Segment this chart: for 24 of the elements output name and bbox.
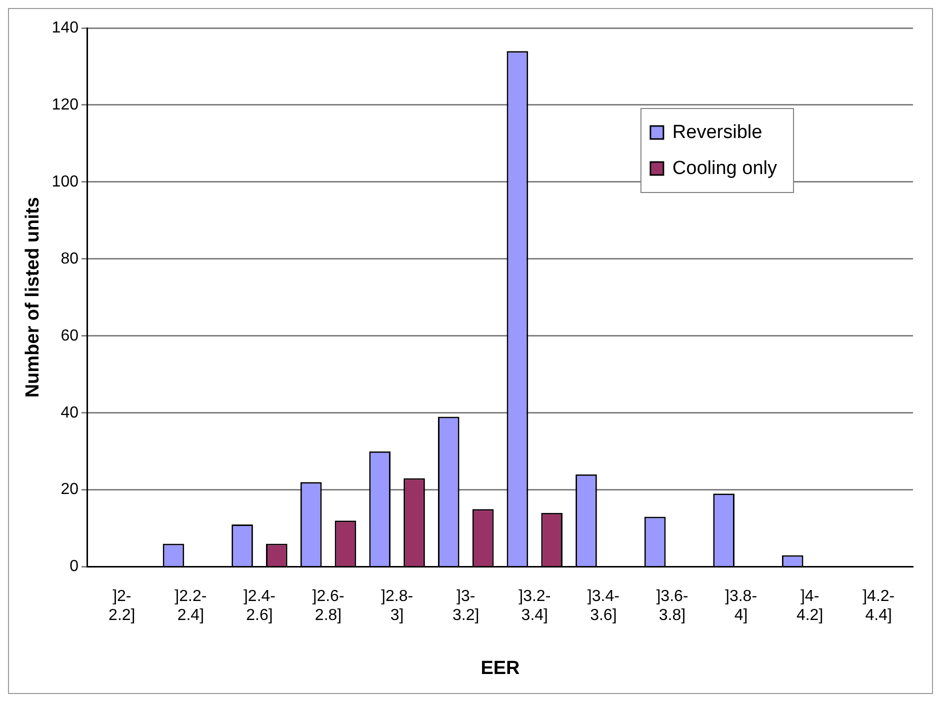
y-axis-title: Number of listed units (22, 197, 44, 398)
x-tick-label: ]2-2.2] (108, 588, 136, 624)
y-tick-label: 60 (60, 327, 79, 344)
x-tick-label: ]3.8-4] (725, 588, 758, 624)
x-tick-label: ]2.4-2.6] (243, 588, 276, 624)
x-tick-label: ]4.2-4.4] (862, 588, 895, 624)
x-tick-label: ]2.8-3] (381, 588, 414, 624)
legend-label: Cooling only (672, 158, 778, 180)
legend-label: Reversible (672, 122, 762, 144)
x-tick-label: ]3-3.2] (452, 588, 480, 624)
y-tick-label: 140 (52, 19, 79, 36)
x-tick-label: ]3.2-3.4] (518, 588, 551, 624)
y-tick-label: 80 (60, 250, 79, 268)
y-tick-label: 120 (52, 96, 79, 114)
y-tick-label: 0 (70, 558, 79, 576)
x-tick-label: ]2.2-2.4] (174, 588, 207, 624)
x-tick-label: ]2.6-2.8] (312, 588, 344, 624)
x-tick-label: ]3.4-3.6] (587, 588, 620, 624)
y-tick-label: 100 (52, 173, 79, 190)
x-tick-label: ]4-4.2] (796, 588, 824, 624)
x-tick-label: ]3.6-3.8] (656, 588, 688, 624)
x-axis-title: EER (480, 658, 520, 679)
y-tick-label: 40 (60, 404, 79, 422)
y-tick-label: 20 (60, 481, 79, 498)
